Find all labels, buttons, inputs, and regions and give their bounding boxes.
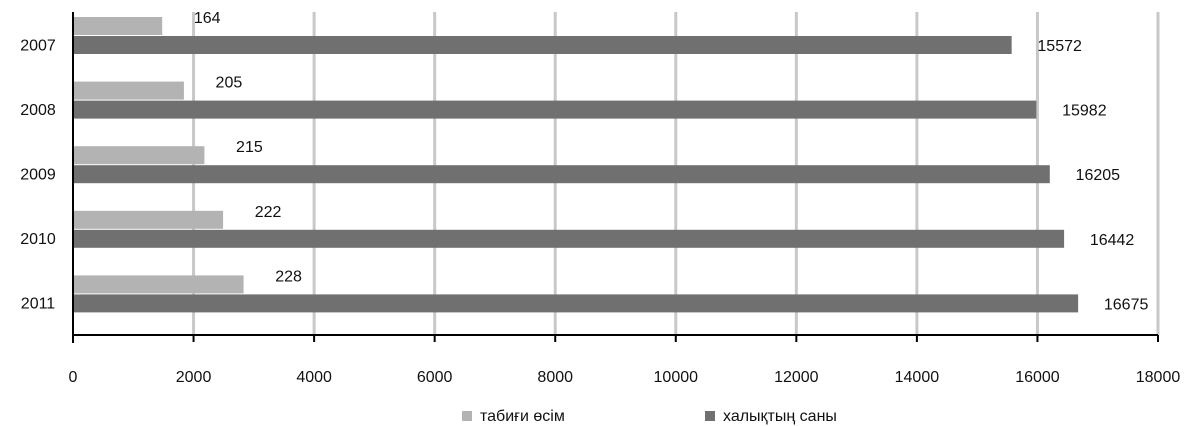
y-tick-labels: 2007 2008 2009 2010 2011 — [20, 37, 56, 312]
bar-population-2011 — [73, 294, 1079, 313]
bars — [73, 17, 1079, 313]
bar-natural-growth-2009 — [73, 146, 205, 165]
data-label-natural-growth-2010: 222 — [255, 204, 282, 221]
data-label-population-2008: 15982 — [1062, 103, 1107, 120]
axes — [72, 12, 1159, 343]
legend-swatch-natural-growth — [462, 411, 472, 421]
x-tick-label-16000: 16000 — [1015, 369, 1060, 386]
x-tick-label-10000: 10000 — [654, 369, 699, 386]
bar-population-2010 — [73, 229, 1065, 248]
data-label-population-2009: 16205 — [1076, 167, 1121, 184]
x-tick-label-8000: 8000 — [537, 369, 573, 386]
legend-swatch-population — [705, 411, 715, 421]
bar-population-2009 — [73, 165, 1050, 184]
data-label-population-2007: 15572 — [1037, 38, 1082, 55]
data-label-natural-growth-2009: 215 — [236, 139, 263, 156]
y-tick-label-2010: 2010 — [20, 231, 56, 248]
y-tick-label-2007: 2007 — [20, 37, 56, 54]
x-tick-label-0: 0 — [69, 369, 78, 386]
data-label-population-2011: 16675 — [1104, 296, 1149, 313]
bar-natural-growth-2008 — [73, 81, 184, 100]
bar-population-2007 — [73, 36, 1012, 54]
bar-natural-growth-2007 — [73, 17, 163, 35]
legend: табиғи өсім халықтың саны — [462, 408, 837, 425]
x-tick-labels: 0 2000 4000 6000 8000 10000 12000 14000 16000 180… — [69, 369, 1181, 386]
data-label-population-2010: 16442 — [1090, 232, 1135, 249]
x-tick-label-14000: 14000 — [895, 369, 940, 386]
x-tick-label-6000: 6000 — [417, 369, 453, 386]
x-tick-label-12000: 12000 — [774, 369, 819, 386]
bar-population-2008 — [73, 100, 1037, 119]
legend-label-population: халықтың саны — [723, 408, 837, 425]
y-tick-label-2008: 2008 — [20, 102, 56, 119]
data-labels: 164 15572 205 15982 215 16205 222 16442 228 16675 — [194, 10, 1149, 313]
x-tick-label-18000: 18000 — [1136, 369, 1181, 386]
data-label-natural-growth-2007: 164 — [194, 10, 221, 27]
bar-natural-growth-2011 — [73, 275, 244, 294]
x-tick-label-4000: 4000 — [296, 369, 332, 386]
y-tick-label-2011: 2011 — [21, 296, 56, 313]
data-label-natural-growth-2008: 205 — [216, 75, 243, 92]
data-label-natural-growth-2011: 228 — [275, 268, 302, 285]
bar-natural-growth-2010 — [73, 210, 224, 229]
legend-label-natural-growth: табиғи өсім — [480, 408, 565, 425]
y-tick-label-2009: 2009 — [20, 167, 56, 184]
x-tick-label-2000: 2000 — [176, 369, 212, 386]
